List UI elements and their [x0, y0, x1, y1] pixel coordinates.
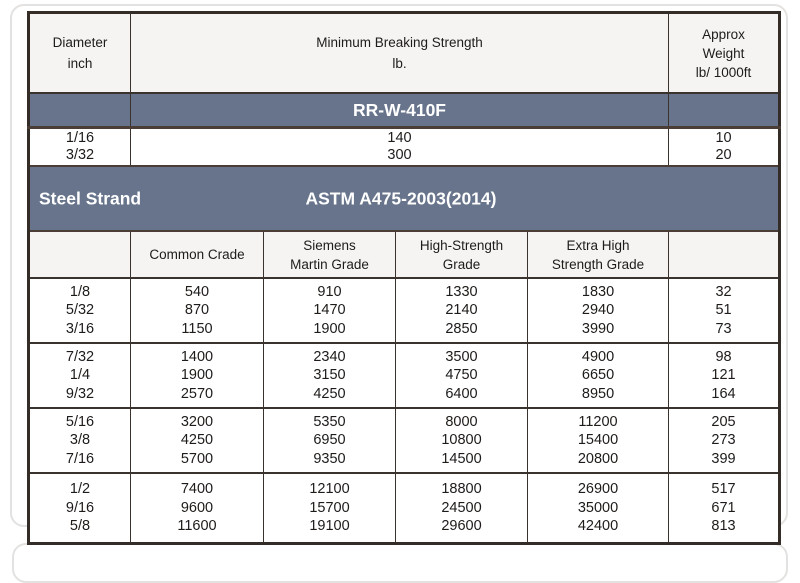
diameter_inch-cell: 1/2 9/16 5/8: [28, 472, 131, 544]
grade-header-cell-3: High-Strength Grade: [395, 230, 528, 279]
siemens_martin_grade-cell: 12100 15700 19100: [263, 472, 396, 544]
common_grade-cell: 540 870 1150: [130, 277, 264, 344]
breaking-strength-header-cell: Minimum Breaking Strength lb.: [129, 12, 670, 94]
grade-header-row: Common Crade Siemens Martin Grade High-Str…: [28, 230, 781, 279]
diameter-cell: 1/16 3/32: [28, 127, 131, 167]
common_grade-cell: 3200 4250 5700: [130, 407, 264, 474]
spec-band-rrw410f-row: RR-W-410F: [28, 92, 781, 129]
astm-standard-label: ASTM A475-2003(2014): [305, 188, 497, 208]
diameter_inch-cell: 7/32 1/4 9/32: [28, 342, 131, 409]
siemens_martin_grade-cell: 910 1470 1900: [263, 277, 396, 344]
extra_high_strength_grade-cell: 1830 2940 3990: [526, 277, 670, 344]
grade-header-cell-2: Siemens Martin Grade: [263, 230, 396, 279]
spec-band-empty-right-cell: [668, 92, 781, 129]
spec-band-astm-cell: Steel Strand ASTM A475-2003(2014): [27, 165, 781, 232]
table-row-group: 1/2 9/16 5/8 7400 9600 11600 12100 15700 1…: [28, 472, 781, 544]
weight-cell: 10 20: [668, 127, 781, 167]
weight_lb_per_1000ft-cell: 32 51 73: [668, 277, 781, 344]
weight_lb_per_1000ft-cell: 98 121 164: [668, 342, 781, 409]
spec-band-empty-left-cell: [28, 92, 131, 129]
siemens_martin_grade-cell: 5350 6950 9350: [263, 407, 396, 474]
extra_high_strength_grade-cell: 26900 35000 42400: [526, 472, 670, 544]
grade-header-cell-4: Extra High Strength Grade: [526, 230, 670, 279]
diameter_inch-cell: 1/8 5/32 3/16: [28, 277, 131, 344]
steel-strand-label: Steel Strand: [39, 188, 142, 208]
spec-band-astm-row: Steel Strand ASTM A475-2003(2014): [27, 165, 781, 232]
diameter-header-cell: Diameter inch: [28, 12, 131, 94]
high_strength_grade-cell: 18800 24500 29600: [395, 472, 528, 544]
high_strength_grade-cell: 1330 2140 2850: [395, 277, 528, 344]
grade-header-cell-0: [28, 230, 131, 279]
next-section-card: [12, 543, 788, 583]
spec-band-rrw410f-label: RR-W-410F: [129, 92, 670, 129]
high_strength_grade-cell: 8000 10800 14500: [395, 407, 528, 474]
extra_high_strength_grade-cell: 4900 6650 8950: [526, 342, 670, 409]
common_grade-cell: 1400 1900 2570: [130, 342, 264, 409]
extra_high_strength_grade-cell: 11200 15400 20800: [526, 407, 670, 474]
strength-cell: 140 300: [129, 127, 670, 167]
table-row-group: 1/8 5/32 3/16 540 870 1150 910 1470 1900 13…: [28, 277, 781, 344]
high_strength_grade-cell: 3500 4750 6400: [395, 342, 528, 409]
weight-header-cell: Approx Weight lb/ 1000ft: [668, 12, 781, 94]
common_grade-cell: 7400 9600 11600: [130, 472, 264, 544]
table-row-group: 7/32 1/4 9/32 1400 1900 2570 2340 3150 425…: [28, 342, 781, 409]
rrw410f-data-row: 1/16 3/32 140 300 10 20: [28, 127, 781, 167]
grade-header-cell-1: Common Crade: [130, 230, 264, 279]
table-row-group: 5/16 3/8 7/16 3200 4250 5700 5350 6950 935…: [28, 407, 781, 474]
page: { "colors": { "band_background": "#67748…: [10, 4, 788, 583]
weight_lb_per_1000ft-cell: 205 273 399: [668, 407, 781, 474]
table-header-row: Diameter inch Minimum Breaking Strength …: [28, 12, 781, 94]
breaking-strength-table: Diameter inch Minimum Breaking Strength …: [27, 11, 782, 545]
weight_lb_per_1000ft-cell: 517 671 813: [668, 472, 781, 544]
siemens_martin_grade-cell: 2340 3150 4250: [263, 342, 396, 409]
diameter_inch-cell: 5/16 3/8 7/16: [28, 407, 131, 474]
grade-header-cell-5: [668, 230, 781, 279]
